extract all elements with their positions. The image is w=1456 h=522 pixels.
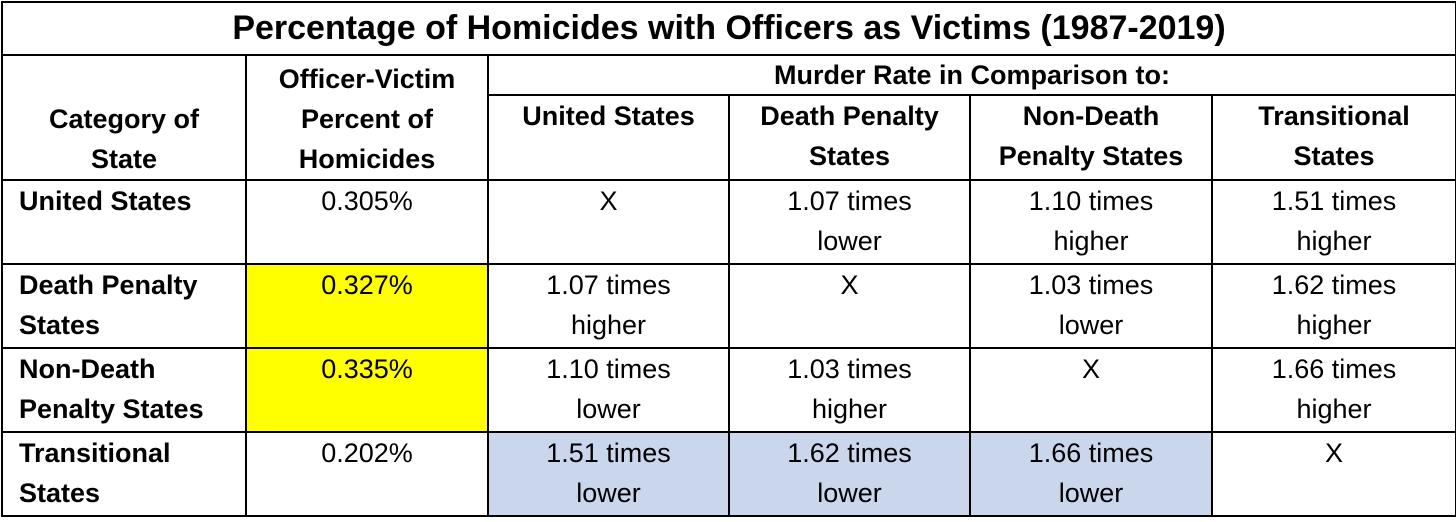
cell-text: 1.66 times lower: [1028, 438, 1154, 508]
cell-text: 1.51 times lower: [546, 438, 671, 508]
header-cell: Officer-Victim Percent of Homicides: [245, 54, 489, 181]
header-cell: Category of State: [1, 54, 247, 181]
table-cell: 1.03 times lower: [969, 263, 1213, 349]
table-row: Death Penalty States 0.327% 1.07 times hig…: [1, 263, 1456, 349]
header-text: Officer-Victim Percent of Homicides: [278, 64, 456, 174]
table-cell: 0.327%: [245, 263, 489, 349]
table-cell: 1.03 times higher: [728, 347, 971, 433]
cell-text: 1.62 times lower: [787, 438, 912, 508]
row-header: Non-Death Penalty States: [1, 347, 247, 433]
cell-text: 0.327%: [321, 270, 413, 300]
cell-text: X: [1081, 354, 1100, 384]
header-cell: United States: [487, 94, 730, 181]
cell-text: X: [599, 186, 618, 216]
header-cell: Non-Death Penalty States: [969, 94, 1213, 181]
cell-text: 1.62 times higher: [1271, 270, 1397, 340]
cell-text: Transitional States: [19, 438, 171, 508]
table-cell: 1.10 times lower: [487, 347, 730, 433]
table-cell: X: [487, 179, 730, 265]
table-cell: 1.51 times higher: [1211, 179, 1456, 265]
table-cell: 1.62 times higher: [1211, 263, 1456, 349]
cell-text: X: [840, 270, 859, 300]
table-row: Transitional States 0.202% 1.51 times lowe…: [1, 431, 1456, 517]
table-cell: X: [1211, 431, 1456, 517]
table-cell: 1.66 times higher: [1211, 347, 1456, 433]
table-cell: 1.51 times lower: [487, 431, 730, 517]
group-header: Murder Rate in Comparison to:: [487, 54, 1456, 96]
cell-text: 1.03 times lower: [1028, 270, 1154, 340]
table-row: United States 0.305% X 1.07 times lower 1.10…: [1, 179, 1456, 265]
cell-text: 1.66 times higher: [1271, 354, 1397, 424]
cell-text: 1.51 times higher: [1271, 186, 1397, 256]
table-cell: 1.66 times lower: [969, 431, 1213, 517]
table-cell: 1.10 times higher: [969, 179, 1213, 265]
table-cell: 1.07 times higher: [487, 263, 730, 349]
table-cell: 0.202%: [245, 431, 489, 517]
cell-text: Non-Death Penalty States: [19, 354, 204, 424]
table-cell: X: [728, 263, 971, 349]
header-text: Transitional States: [1258, 101, 1410, 171]
header-text: Non-Death Penalty States: [998, 101, 1184, 171]
table-cell: X: [969, 347, 1213, 433]
cell-text: 0.335%: [321, 354, 413, 384]
header-cell: Death Penalty States: [728, 94, 971, 181]
table-title: Percentage of Homicides with Officers as…: [1, 1, 1456, 56]
row-header: Transitional States: [1, 431, 247, 517]
cell-text: 1.07 times lower: [787, 186, 912, 256]
cell-text: 1.10 times higher: [1028, 186, 1154, 256]
row-header: United States: [1, 179, 247, 265]
header-text: Death Penalty States: [760, 101, 939, 171]
cell-text: 1.03 times higher: [787, 354, 912, 424]
cell-text: X: [1324, 438, 1343, 468]
table-cell: 0.335%: [245, 347, 489, 433]
header-text: United States: [522, 101, 695, 131]
cell-text: 0.202%: [321, 438, 413, 468]
cell-text: 1.10 times lower: [546, 354, 671, 424]
header-cell: Transitional States: [1211, 94, 1456, 181]
cell-text: United States: [19, 186, 192, 216]
cell-text: 0.305%: [321, 186, 413, 216]
row-header: Death Penalty States: [1, 263, 247, 349]
table-cell: 1.07 times lower: [728, 179, 971, 265]
table-row: Non-Death Penalty States 0.335% 1.10 times…: [1, 347, 1456, 433]
cell-text: Death Penalty States: [19, 270, 198, 340]
table-cell: 1.62 times lower: [728, 431, 971, 517]
header-text: Category of State: [48, 104, 200, 174]
table-body: United States 0.305% X 1.07 times lower 1.10…: [1, 179, 1456, 517]
table-cell: 0.305%: [245, 179, 489, 265]
cell-text: 1.07 times higher: [546, 270, 671, 340]
